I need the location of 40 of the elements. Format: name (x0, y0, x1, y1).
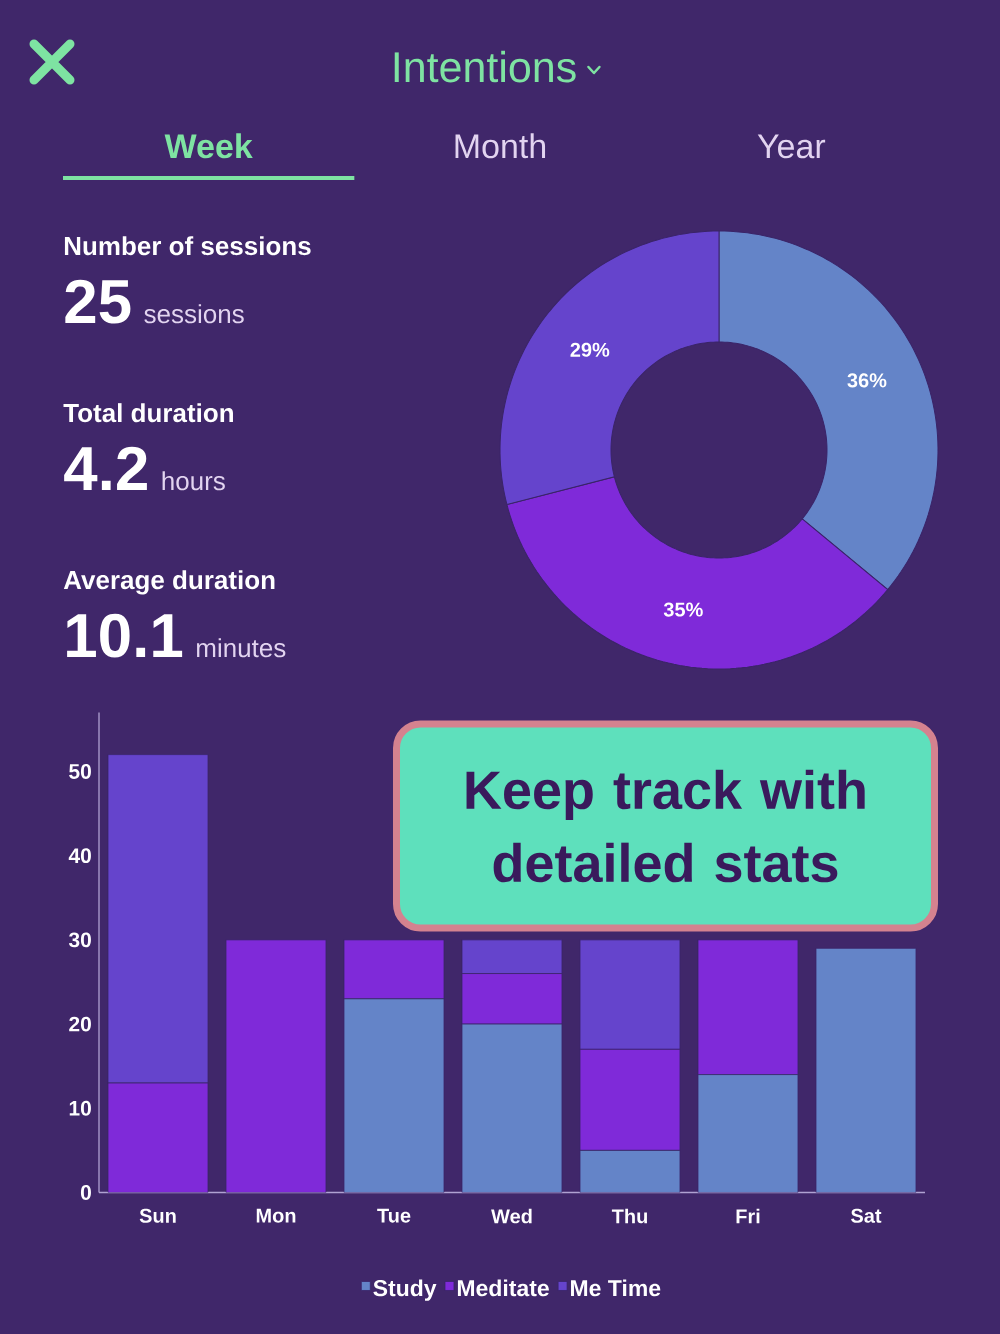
bar (107, 1082, 209, 1193)
x-tick-label: Wed (491, 1208, 532, 1224)
y-tick-label: 30 (68, 932, 91, 948)
legend-label: Study (373, 1279, 437, 1301)
text: hours (162, 471, 225, 491)
text: Number of sessions (64, 236, 311, 256)
text: Intentions (394, 50, 576, 83)
text: Total duration (63, 403, 233, 423)
x-tick-label: Fri (736, 1208, 760, 1224)
x-tick-label: Tue (377, 1208, 411, 1223)
bar (461, 973, 563, 1025)
y-tick-label: 0 (80, 1185, 91, 1200)
data-label: 36% (847, 373, 887, 388)
bar (815, 947, 917, 1193)
category-label: Month (455, 133, 546, 159)
legend-label: Me Time (571, 1279, 661, 1297)
y-tick-label: 50 (69, 764, 91, 779)
y-tick-label: 10 (69, 1100, 91, 1116)
category-label: Year (757, 134, 826, 159)
text: Average duration (63, 570, 275, 595)
bar (579, 1048, 681, 1151)
data-label: 35% (663, 602, 703, 617)
x-tick-label: Sat (851, 1208, 882, 1223)
bar (225, 939, 327, 1193)
category-label: Week (164, 133, 253, 159)
x-tick-label: Sun (139, 1208, 176, 1223)
data-label: 29% (570, 342, 610, 357)
annotation: Keep track with detailed stats (466, 769, 865, 883)
x-tick-label: Thu (611, 1208, 648, 1224)
text: sessions (144, 304, 244, 324)
text: 4.2 (64, 446, 147, 490)
text: 10.1 (67, 613, 183, 658)
y-tick-label: 20 (69, 1016, 91, 1032)
y-tick-label: 40 (68, 848, 91, 864)
bar (343, 939, 445, 1000)
legend-label: Meditate (457, 1279, 549, 1297)
text: 25 (65, 279, 131, 324)
text: minutes (197, 638, 286, 658)
x-tick-label: Mon (256, 1208, 296, 1223)
bar (697, 939, 799, 1075)
